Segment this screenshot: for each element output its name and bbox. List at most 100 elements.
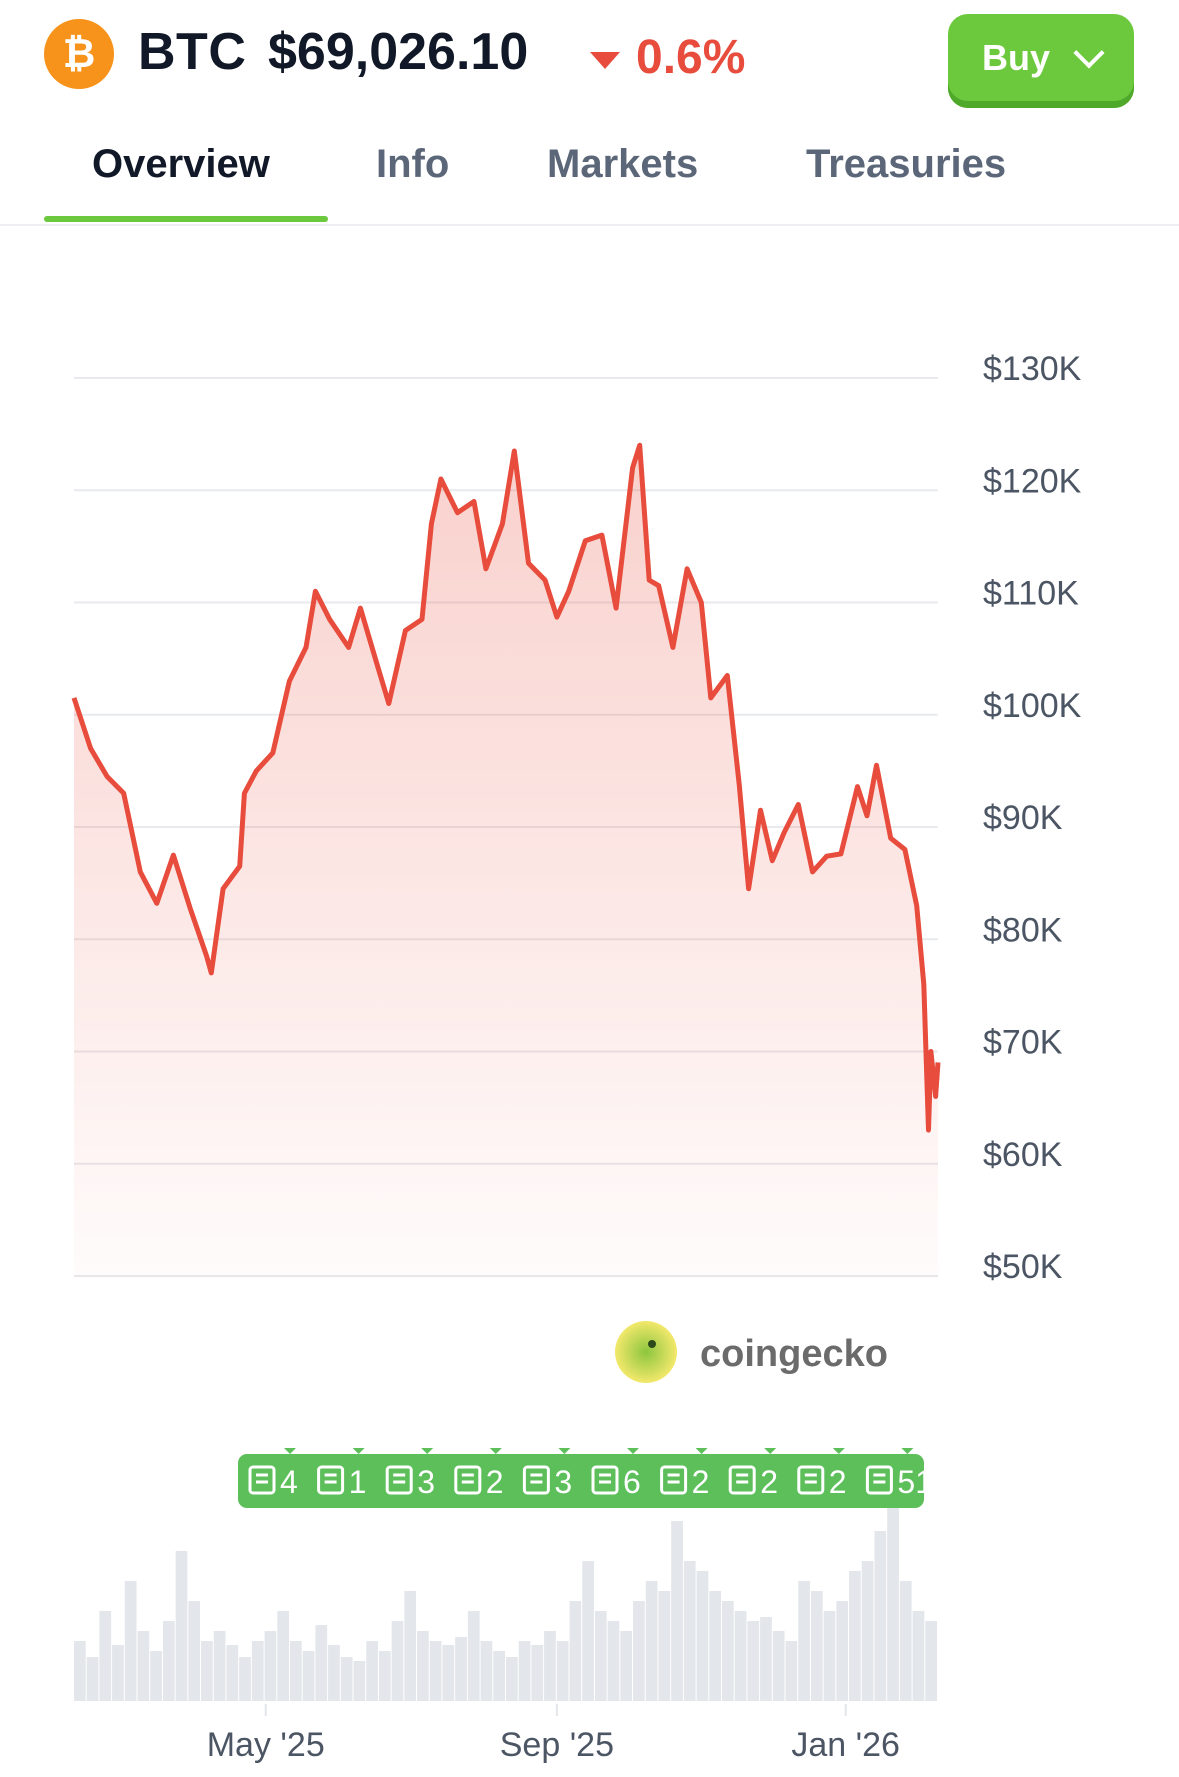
volume-bar (683, 1561, 696, 1701)
volume-bar (709, 1591, 721, 1701)
price-chart-svg[interactable]: $50K $60K $70K $80K $90K $100K $110K $120K $130K… (0, 226, 1179, 1772)
volume-bar (188, 1601, 201, 1701)
tab-info[interactable]: Info (376, 142, 450, 186)
newspaper-icon (591, 1465, 619, 1495)
newspaper-icon (454, 1465, 482, 1495)
price-chart[interactable]: $50K $60K $70K $80K $90K $100K $110K $120K $130K… (0, 226, 1179, 1772)
volume-bar (226, 1645, 239, 1701)
volume-bar (607, 1621, 620, 1701)
coingecko-wordmark: coingecko (700, 1333, 888, 1375)
volume-bar (315, 1625, 328, 1701)
news-count: 2 (829, 1464, 847, 1500)
volume-bar (798, 1581, 810, 1701)
volume-bar (849, 1571, 861, 1701)
newspaper-icon (522, 1465, 550, 1495)
volume-bar (899, 1581, 912, 1701)
volume-bar (785, 1641, 798, 1701)
volume-bar (722, 1601, 734, 1701)
newspaper-icon (660, 1465, 688, 1495)
volume-bar (353, 1661, 366, 1701)
volume-bar (620, 1631, 633, 1701)
x-tick-label: May '25 (207, 1726, 325, 1764)
x-axis-labels: May '25 Sep '25 Jan '26 (207, 1704, 900, 1764)
newspaper-icon (865, 1465, 893, 1495)
volume-bar (696, 1571, 709, 1701)
news-count: 3 (417, 1464, 435, 1500)
newspaper-icon-frame (797, 1465, 825, 1495)
news-count: 51 (897, 1464, 933, 1500)
volume-bar (734, 1611, 747, 1701)
gecko-eye-icon (648, 1340, 656, 1348)
volume-bar (645, 1581, 658, 1701)
tab-overview[interactable]: Overview (92, 142, 270, 186)
newspaper-icon-frame (728, 1465, 756, 1495)
newspaper-icon (248, 1465, 276, 1495)
buy-button-label: Buy (981, 37, 1050, 78)
newspaper-icon-frame (248, 1465, 276, 1495)
coin-symbol: BTC (138, 23, 247, 81)
volume-bar (506, 1657, 518, 1701)
volume-bar (290, 1641, 302, 1701)
volume-bar (633, 1601, 645, 1701)
y-tick-label: $50K (983, 1248, 1063, 1286)
volume-bar (658, 1591, 671, 1701)
volume-bar (582, 1561, 594, 1701)
y-axis-labels: $50K $60K $70K $80K $90K $100K $110K $120K $130K (983, 350, 1082, 1286)
volume-bar (493, 1651, 505, 1701)
volume-bar (239, 1657, 251, 1701)
volume-bar (378, 1651, 391, 1701)
volume-bar (150, 1651, 162, 1701)
volume-bar (264, 1631, 277, 1701)
volume-bar (162, 1621, 175, 1701)
price-change: 0.6% (590, 30, 745, 85)
y-tick-label: $110K (983, 575, 1079, 613)
coin-header: ₿ BTC $69,026.10 0.6% Buy (0, 0, 1179, 110)
volume-bar (442, 1645, 455, 1701)
active-tab-indicator (44, 216, 328, 222)
coingecko-logo-icon (615, 1321, 677, 1383)
price-change-value: 0.6% (636, 31, 746, 84)
newspaper-icon (797, 1465, 825, 1495)
volume-bar (836, 1601, 849, 1701)
volume-bar (328, 1645, 340, 1701)
news-count: 2 (486, 1464, 504, 1500)
news-count: 1 (349, 1464, 367, 1500)
news-pointer (421, 1448, 434, 1454)
volume-bar (760, 1617, 772, 1701)
newspaper-icon-frame (385, 1465, 413, 1495)
volume-bar (417, 1631, 429, 1701)
y-tick-label: $80K (983, 911, 1063, 949)
y-tick-label: $90K (983, 799, 1063, 837)
news-markers-bar: 4 1 3 2 3 6 2 2 2 51 (238, 1448, 933, 1508)
volume-bar (467, 1611, 480, 1701)
news-pointer (489, 1448, 502, 1454)
volume-bar (874, 1531, 887, 1701)
x-tick-label: Jan '26 (791, 1726, 900, 1764)
buy-button[interactable]: Buy (948, 14, 1134, 108)
volume-bar (556, 1641, 569, 1701)
volume-bar (213, 1631, 226, 1701)
price-area-fill (74, 445, 938, 1278)
volume-bar (671, 1521, 683, 1701)
volume-bar (810, 1591, 823, 1701)
tab-markets[interactable]: Markets (547, 142, 699, 186)
volume-bar (747, 1621, 760, 1701)
volume-bar (74, 1641, 86, 1701)
volume-bar (391, 1621, 404, 1701)
volume-bar (569, 1601, 582, 1701)
volume-bar (175, 1551, 188, 1701)
price-line[interactable] (71, 442, 941, 1133)
tab-treasuries[interactable]: Treasuries (806, 142, 1007, 186)
news-count: 6 (623, 1464, 641, 1500)
volume-bar (124, 1581, 137, 1701)
volume-bars (74, 1501, 937, 1701)
volume-bar (455, 1637, 467, 1701)
newspaper-icon (317, 1465, 345, 1495)
news-count: 2 (692, 1464, 710, 1500)
y-tick-label: $120K (983, 462, 1082, 500)
volume-bar (544, 1631, 556, 1701)
coingecko-watermark: coingecko (615, 1321, 888, 1383)
chevron-down-icon (1073, 37, 1105, 69)
volume-bar (912, 1611, 925, 1701)
volume-bar (861, 1561, 874, 1701)
